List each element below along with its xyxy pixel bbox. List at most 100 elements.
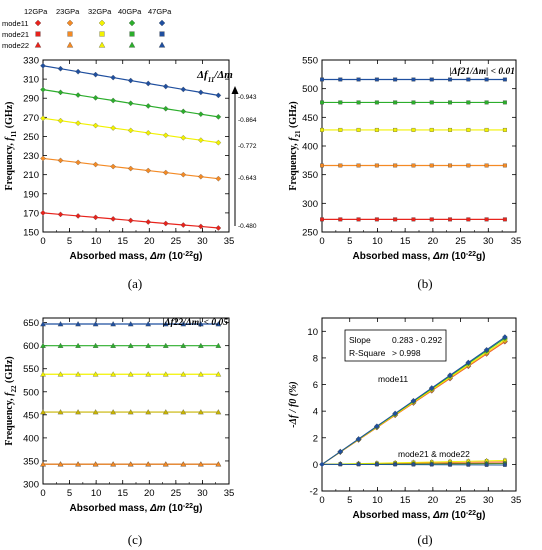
data-point [57, 89, 64, 96]
x-tick-label: 25 [455, 495, 466, 506]
x-tick-label: 10 [91, 488, 102, 499]
caption-d: (d) [417, 532, 432, 547]
x-tick-label: 0 [40, 236, 45, 247]
annotation: |Δf22/Δm| < 0.05 [162, 318, 228, 328]
data-point [215, 371, 222, 377]
slope-annotation-subscript: 11 [208, 76, 215, 84]
data-point [338, 100, 343, 105]
data-point [162, 132, 169, 139]
data-point [393, 163, 398, 168]
data-point-mode22 [392, 461, 398, 466]
data-point [484, 163, 489, 168]
data-point [448, 100, 453, 105]
label-mode11: mode11 [378, 374, 408, 384]
data-point [127, 409, 134, 415]
y-axis-label-unit: (GHz) [288, 101, 299, 130]
data-point [127, 461, 134, 467]
x-tick-label: 20 [428, 495, 439, 506]
data-point-mode11 [428, 385, 435, 391]
x-tick-label: 5 [347, 236, 352, 247]
y-axis-label-symbol: f [4, 391, 15, 396]
x-axis-label-end: g) [476, 510, 485, 521]
y-axis-label-unit: (GHz) [4, 356, 15, 385]
data-point [57, 211, 64, 218]
data-point [92, 122, 99, 129]
x-tick-label: 35 [511, 236, 522, 247]
x-axis-label-exponent: -22 [466, 510, 476, 517]
data-point-mode22 [356, 461, 361, 466]
data-point [374, 127, 379, 132]
x-tick-label: 15 [117, 236, 128, 247]
data-point [92, 214, 99, 221]
data-point-mode11 [410, 397, 417, 404]
data-point [110, 342, 117, 348]
data-point [92, 342, 99, 348]
data-point [57, 461, 64, 467]
data-point [180, 86, 187, 93]
data-point [162, 83, 169, 90]
data-point [180, 134, 187, 141]
panel-b: 0 5 10 15 20 25 30 35 250 300 350 400 450 500 550 Absor… [288, 56, 521, 263]
data-point [320, 100, 324, 105]
x-tick-label: 35 [224, 488, 235, 499]
legend-marker [98, 19, 106, 27]
data-point [429, 77, 434, 82]
y-tick-label: 310 [23, 75, 39, 86]
y-tick-label: 250 [23, 132, 39, 143]
data-point [198, 223, 204, 230]
data-point [215, 342, 222, 348]
legend-column-label: 12GPa [24, 7, 48, 16]
data-point [92, 71, 99, 78]
slope-annotation-rest: /Δm [213, 69, 233, 81]
y-tick-label: 8 [313, 353, 318, 364]
caption-c: (c) [128, 532, 142, 547]
data-point [356, 217, 361, 222]
data-point [502, 127, 507, 132]
caption-a: (a) [128, 276, 142, 291]
data-point [374, 100, 379, 105]
data-point-mode11 [374, 423, 380, 430]
data-point [320, 163, 324, 168]
legend-marker [66, 19, 74, 27]
data-point [429, 100, 434, 105]
x-tick-label: 10 [372, 236, 383, 247]
y-tick-label: 270 [23, 113, 39, 124]
y-tick-label: 150 [23, 228, 39, 239]
data-point [127, 165, 134, 172]
x-axis-label-main: Absorbed mass, [352, 510, 433, 521]
slope-annotation-symbol: Δf [196, 69, 209, 81]
data-point [75, 213, 81, 219]
data-point [338, 163, 343, 168]
data-point [484, 217, 489, 222]
data-point [57, 342, 64, 348]
data-point-mode22 [429, 461, 435, 466]
data-point-mode22 [502, 462, 508, 467]
data-point [57, 321, 64, 327]
data-point [180, 108, 187, 115]
y-tick-label: 250 [302, 228, 318, 239]
y-tick-label: -2 [310, 487, 318, 498]
data-point [92, 161, 99, 168]
x-axis-label-exponent: -22 [183, 503, 193, 510]
data-point [374, 217, 379, 222]
legend-marker [159, 31, 165, 37]
data-point [40, 409, 46, 415]
data-point [75, 461, 81, 467]
y-tick-label: 2 [313, 433, 318, 444]
data-point [127, 371, 134, 377]
data-point-mode22 [338, 461, 343, 466]
panel-c: 0 5 10 15 20 25 30 35 300 350 400 450 500 550 600 650 Ab… [4, 317, 235, 514]
y-axis-label-symbol: f [288, 136, 299, 141]
y-tick-label: 290 [23, 94, 39, 105]
data-point [75, 409, 81, 415]
y-tick-label: 4 [313, 407, 318, 418]
x-axis-label-end: g) [476, 251, 485, 262]
data-point [197, 371, 204, 377]
data-point [411, 127, 416, 132]
data-point [75, 159, 81, 166]
y-axis-label: -Δf / f0 (%) [288, 381, 299, 428]
data-point [180, 342, 187, 348]
legend-marker [66, 41, 74, 48]
y-axis-label-main: Frequency, [4, 396, 15, 446]
legend: 12GPa 23GPa 32GPa 40GPa 47GPa mode11 mode21 mod… [2, 7, 172, 50]
